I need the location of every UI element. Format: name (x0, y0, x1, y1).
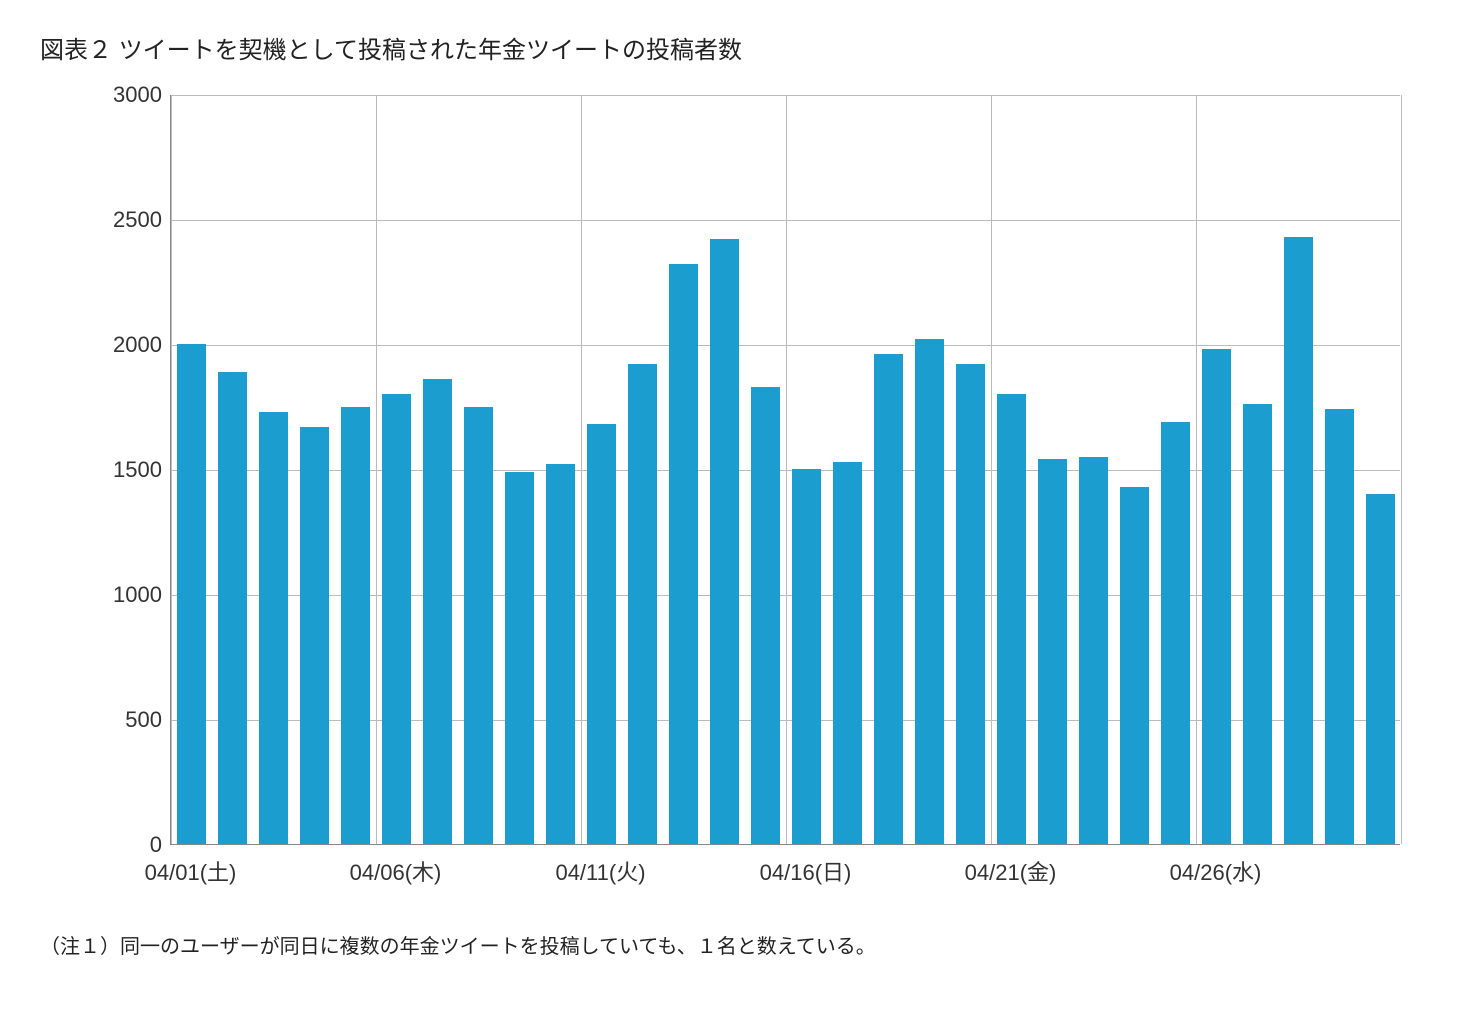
bar (874, 354, 903, 844)
x-tick-label: 04/06(木) (350, 855, 442, 887)
y-tick-label: 2500 (82, 207, 162, 233)
bar (915, 339, 944, 844)
bar (341, 407, 370, 845)
bar (1202, 349, 1231, 844)
bar (1079, 457, 1108, 845)
x-tick-label: 04/11(火) (555, 855, 645, 887)
bar (1325, 409, 1354, 844)
bar (1038, 459, 1067, 844)
x-tick-label: 04/16(日) (760, 855, 852, 887)
bar (505, 472, 534, 845)
bar (669, 264, 698, 844)
y-tick-label: 1500 (82, 457, 162, 483)
bar (587, 424, 616, 844)
chart-title: 図表２ ツイートを契機として投稿された年金ツイートの投稿者数 (40, 30, 1437, 65)
bar (423, 379, 452, 844)
x-tick-label: 04/26(水) (1170, 855, 1262, 887)
bar (1366, 494, 1395, 844)
bar (1120, 487, 1149, 845)
bar (177, 344, 206, 844)
chart-container: 050010001500200025003000 04/01(土)04/06(木… (40, 85, 1420, 905)
bar (628, 364, 657, 844)
gridline-v (1401, 95, 1402, 844)
y-tick-label: 2000 (82, 332, 162, 358)
bar (300, 427, 329, 845)
bar (833, 462, 862, 845)
bar (956, 364, 985, 844)
bar (1161, 422, 1190, 845)
bar (1284, 237, 1313, 845)
footnote: （注１）同一のユーザーが同日に複数の年金ツイートを投稿していても、１名と数えてい… (40, 930, 1437, 959)
bar (1243, 404, 1272, 844)
bar (751, 387, 780, 845)
bar (546, 464, 575, 844)
bar (259, 412, 288, 845)
y-tick-label: 500 (82, 707, 162, 733)
x-tick-label: 04/01(土) (145, 855, 237, 887)
bar (792, 469, 821, 844)
plot-area (170, 95, 1400, 845)
bar (997, 394, 1026, 844)
bar (218, 372, 247, 845)
bars-group (171, 95, 1400, 844)
bar (382, 394, 411, 844)
y-tick-label: 3000 (82, 82, 162, 108)
bar (464, 407, 493, 845)
bar (710, 239, 739, 844)
x-tick-label: 04/21(金) (965, 855, 1057, 887)
y-tick-label: 1000 (82, 582, 162, 608)
